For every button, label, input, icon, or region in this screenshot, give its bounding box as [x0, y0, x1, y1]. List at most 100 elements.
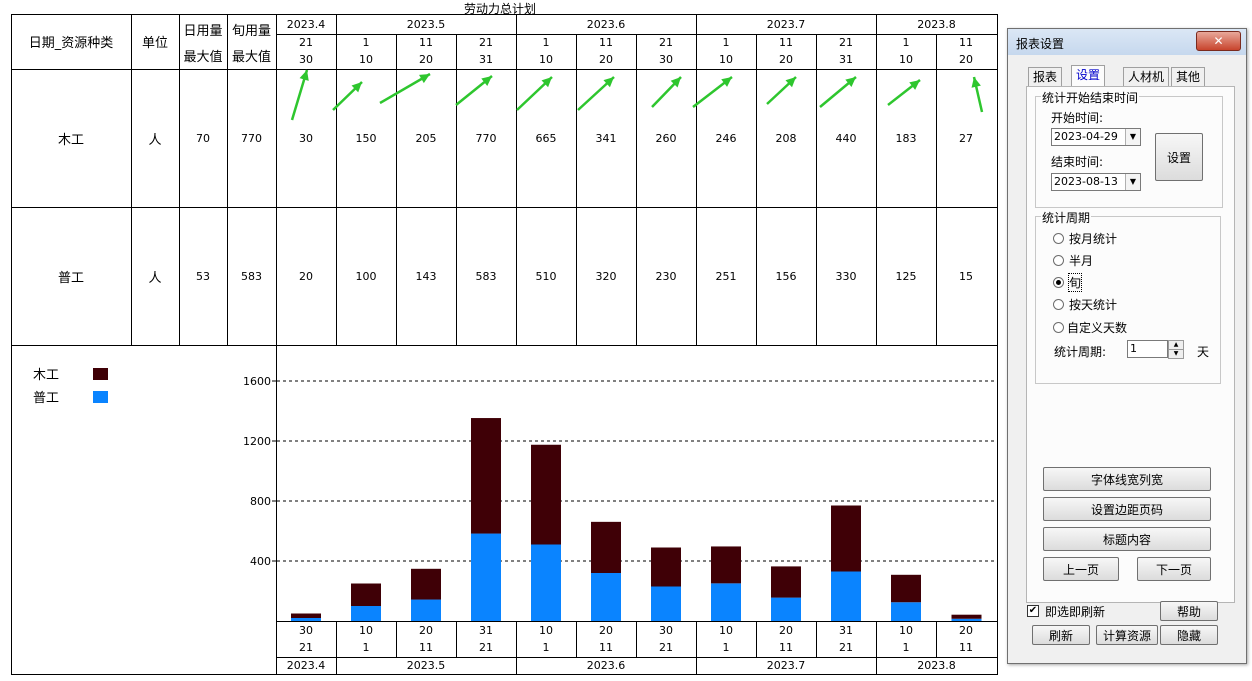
grid-line — [576, 621, 577, 658]
row-name: 普工 — [57, 271, 84, 286]
legend-swatch — [93, 368, 108, 380]
grid-line — [516, 621, 517, 658]
grid-line — [876, 14, 877, 35]
bar-carpenter — [771, 566, 801, 598]
title-content-button[interactable]: 标题内容 — [1043, 527, 1211, 551]
grid-line — [936, 34, 937, 346]
bar-laborer — [471, 533, 501, 621]
set-time-button[interactable]: 设置 — [1155, 133, 1203, 181]
chevron-down-icon[interactable]: ▼ — [1125, 174, 1140, 190]
row-value: 440 — [835, 132, 857, 145]
axis-period-start: 21 — [659, 641, 673, 654]
month-label: 2023.7 — [766, 17, 806, 31]
start-time-label: 开始时间: — [1051, 111, 1104, 125]
axis-period-end: 10 — [539, 624, 553, 637]
close-icon: ✕ — [1213, 34, 1224, 48]
grid-line — [876, 34, 877, 346]
report-settings-dialog: 报表设置 ✕ 报表 设置 人材机 其他 统计开始结束时间 开始时间: 2023-… — [1007, 28, 1247, 664]
grid-line — [456, 34, 457, 346]
period-start: 1 — [902, 36, 910, 49]
tab-settings[interactable]: 设置 — [1071, 65, 1106, 87]
row-unit: 人 — [148, 271, 162, 286]
table-border-right — [997, 14, 998, 675]
margin-page-button[interactable]: 设置边距页码 — [1043, 497, 1211, 521]
end-date-value: 2023-08-13 — [1054, 175, 1118, 188]
row-value: 510 — [535, 270, 557, 283]
tab-materials[interactable]: 人材机 — [1123, 67, 1170, 86]
table-border-bottom — [11, 674, 998, 675]
axis-period-end: 30 — [299, 624, 313, 637]
radio-monthly[interactable] — [1053, 233, 1064, 244]
grid-line — [516, 34, 517, 346]
help-button[interactable]: 帮助 — [1160, 601, 1218, 621]
bar-laborer — [351, 606, 381, 621]
start-date-value: 2023-04-29 — [1054, 130, 1118, 143]
bar-laborer — [951, 618, 982, 621]
cycle-input[interactable]: 1 — [1127, 340, 1168, 358]
period-start: 11 — [419, 36, 433, 49]
grid-line — [276, 14, 277, 675]
auto-refresh-label[interactable]: 即选即刷新 — [1045, 605, 1106, 619]
axis-period-end: 30 — [659, 624, 673, 637]
chevron-down-icon[interactable]: ▼ — [1125, 129, 1140, 145]
font-width-button[interactable]: 字体线宽列宽 — [1043, 467, 1211, 491]
row-value: 251 — [715, 270, 737, 283]
bar-carpenter — [351, 583, 381, 606]
grid-line — [276, 657, 998, 658]
bar-carpenter — [951, 614, 982, 619]
period-end: 31 — [839, 53, 853, 66]
radio-custom-days[interactable] — [1053, 322, 1064, 333]
radio-half-month[interactable] — [1053, 255, 1064, 266]
dialog-titlebar[interactable]: 报表设置 ✕ — [1008, 29, 1246, 55]
axis-period-start: 1 — [362, 641, 370, 654]
hide-button[interactable]: 隐藏 — [1160, 625, 1218, 645]
month-label: 2023.6 — [586, 17, 626, 31]
bar-laborer — [411, 599, 441, 621]
radio-custom-days-label[interactable]: 自定义天数 — [1067, 321, 1128, 335]
radio-half-month-label[interactable]: 半月 — [1069, 254, 1094, 268]
close-button[interactable]: ✕ — [1196, 31, 1241, 51]
end-date-select[interactable]: 2023-08-13 ▼ — [1051, 173, 1141, 191]
month-label: 2023.4 — [286, 17, 326, 31]
period-end: 20 — [599, 53, 613, 66]
radio-ten-day[interactable] — [1053, 277, 1064, 288]
row-value: 27 — [959, 132, 973, 145]
radio-daily-label[interactable]: 按天统计 — [1069, 298, 1118, 312]
period-end: 30 — [659, 53, 673, 66]
axis-period-end: 20 — [959, 624, 973, 637]
calc-resource-button[interactable]: 计算资源 — [1096, 625, 1158, 645]
row-value: 583 — [475, 270, 497, 283]
cycle-label: 统计周期: — [1054, 345, 1107, 359]
radio-ten-day-label[interactable]: 旬 — [1067, 273, 1083, 292]
row-value: 125 — [895, 270, 917, 283]
grid-line — [696, 14, 697, 35]
y-tick-label: 1600 — [243, 375, 271, 388]
period-start: 1 — [542, 36, 550, 49]
period-start: 21 — [299, 36, 313, 49]
radio-daily[interactable] — [1053, 299, 1064, 310]
auto-refresh-checkbox[interactable]: ✔ — [1027, 605, 1039, 617]
grid-line — [636, 621, 637, 658]
end-time-label: 结束时间: — [1051, 155, 1104, 169]
grid-line — [179, 14, 180, 346]
prev-page-button[interactable]: 上一页 — [1043, 557, 1119, 581]
refresh-button[interactable]: 刷新 — [1032, 625, 1090, 645]
grid-line — [636, 34, 637, 346]
y-tick-label: 800 — [250, 495, 271, 508]
grid-line — [396, 621, 397, 658]
tab-report[interactable]: 报表 — [1028, 67, 1063, 86]
grid-line — [336, 657, 337, 675]
row-value: 100 — [355, 270, 377, 283]
legend-label: 木工 — [33, 368, 59, 383]
spin-down-icon[interactable]: ▼ — [1168, 349, 1184, 359]
axis-period-end: 10 — [719, 624, 733, 637]
start-date-select[interactable]: 2023-04-29 ▼ — [1051, 128, 1141, 146]
grid-line — [276, 34, 998, 35]
radio-monthly-label[interactable]: 按月统计 — [1069, 232, 1118, 246]
row-value: 260 — [655, 132, 677, 145]
bar-carpenter — [291, 613, 321, 618]
tab-other[interactable]: 其他 — [1171, 67, 1206, 86]
header-period-max-2: 最大值 — [231, 49, 271, 65]
next-page-button[interactable]: 下一页 — [1137, 557, 1211, 581]
y-tick-label: 400 — [250, 555, 271, 568]
